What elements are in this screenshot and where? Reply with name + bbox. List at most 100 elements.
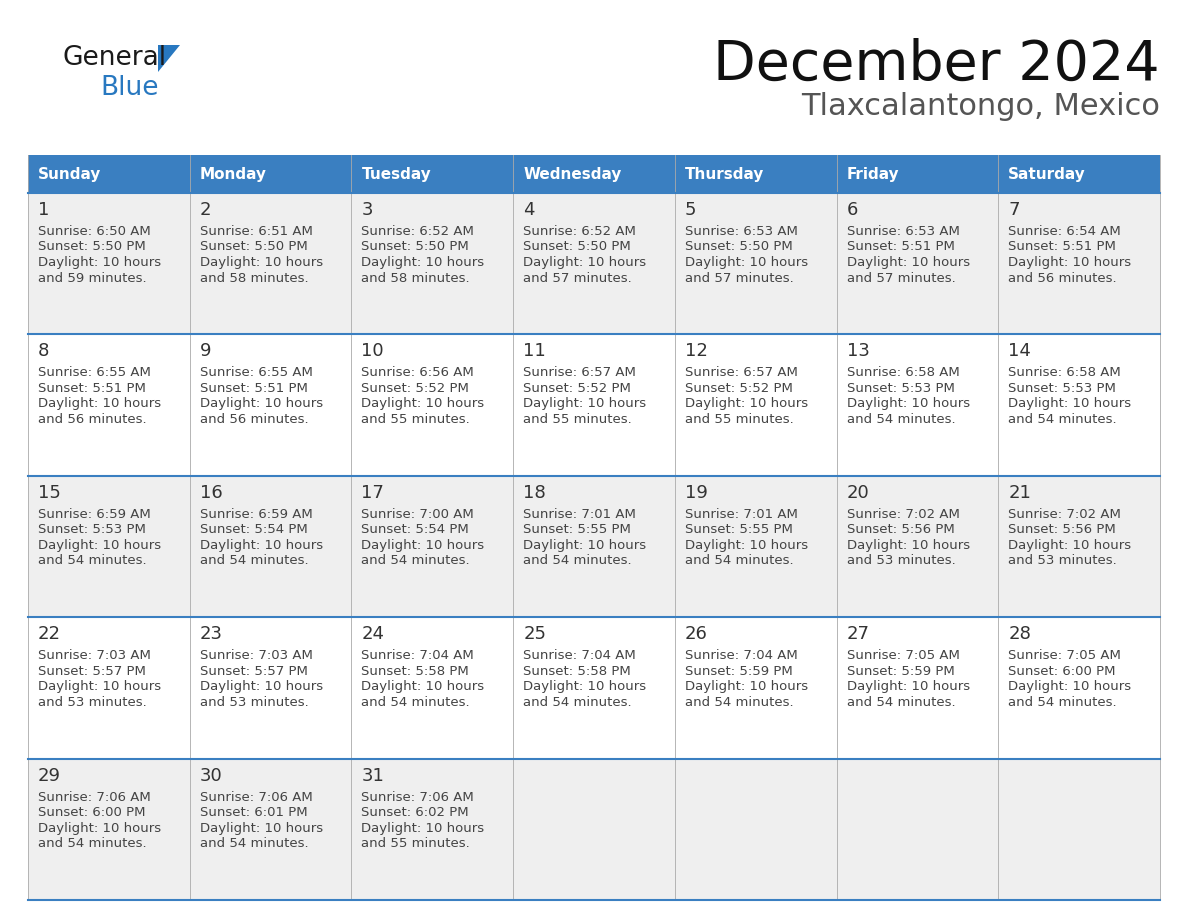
Text: 6: 6 xyxy=(847,201,858,219)
Text: and 56 minutes.: and 56 minutes. xyxy=(1009,272,1117,285)
Text: Sunrise: 6:51 AM: Sunrise: 6:51 AM xyxy=(200,225,312,238)
Text: 26: 26 xyxy=(684,625,708,644)
Text: Daylight: 10 hours: Daylight: 10 hours xyxy=(1009,539,1131,552)
Text: and 54 minutes.: and 54 minutes. xyxy=(361,554,470,567)
Text: Sunset: 5:51 PM: Sunset: 5:51 PM xyxy=(200,382,308,395)
Text: Sunset: 6:01 PM: Sunset: 6:01 PM xyxy=(200,806,308,819)
Text: Sunset: 5:50 PM: Sunset: 5:50 PM xyxy=(361,241,469,253)
Text: Sunrise: 7:00 AM: Sunrise: 7:00 AM xyxy=(361,508,474,521)
Text: 14: 14 xyxy=(1009,342,1031,361)
Text: Daylight: 10 hours: Daylight: 10 hours xyxy=(361,397,485,410)
Text: and 54 minutes.: and 54 minutes. xyxy=(200,554,309,567)
Text: and 53 minutes.: and 53 minutes. xyxy=(847,554,955,567)
Text: Sunset: 5:53 PM: Sunset: 5:53 PM xyxy=(38,523,146,536)
Text: Sunset: 6:00 PM: Sunset: 6:00 PM xyxy=(38,806,145,819)
Text: and 54 minutes.: and 54 minutes. xyxy=(523,554,632,567)
Text: 28: 28 xyxy=(1009,625,1031,644)
Text: Daylight: 10 hours: Daylight: 10 hours xyxy=(200,256,323,269)
Bar xyxy=(29,758,1159,900)
Text: 11: 11 xyxy=(523,342,546,361)
Text: Sunrise: 7:02 AM: Sunrise: 7:02 AM xyxy=(1009,508,1121,521)
Text: Daylight: 10 hours: Daylight: 10 hours xyxy=(361,256,485,269)
Text: December 2024: December 2024 xyxy=(713,38,1159,92)
Bar xyxy=(352,155,513,193)
Text: and 55 minutes.: and 55 minutes. xyxy=(361,413,470,426)
Text: Sunrise: 7:03 AM: Sunrise: 7:03 AM xyxy=(200,649,312,662)
Text: Sunset: 5:56 PM: Sunset: 5:56 PM xyxy=(1009,523,1116,536)
Text: Sunset: 5:51 PM: Sunset: 5:51 PM xyxy=(1009,241,1117,253)
Text: Sunrise: 6:52 AM: Sunrise: 6:52 AM xyxy=(361,225,474,238)
Text: 7: 7 xyxy=(1009,201,1019,219)
Text: and 54 minutes.: and 54 minutes. xyxy=(1009,413,1117,426)
Text: Sunset: 5:54 PM: Sunset: 5:54 PM xyxy=(200,523,308,536)
Text: Sunrise: 7:06 AM: Sunrise: 7:06 AM xyxy=(38,790,151,803)
Text: Daylight: 10 hours: Daylight: 10 hours xyxy=(1009,256,1131,269)
Text: and 58 minutes.: and 58 minutes. xyxy=(200,272,309,285)
Text: Sunset: 5:58 PM: Sunset: 5:58 PM xyxy=(523,665,631,677)
Text: Sunrise: 7:06 AM: Sunrise: 7:06 AM xyxy=(200,790,312,803)
Text: 17: 17 xyxy=(361,484,384,502)
Text: and 57 minutes.: and 57 minutes. xyxy=(684,272,794,285)
Text: Sunset: 5:53 PM: Sunset: 5:53 PM xyxy=(847,382,954,395)
Text: Sunset: 5:55 PM: Sunset: 5:55 PM xyxy=(684,523,792,536)
Text: Sunrise: 6:59 AM: Sunrise: 6:59 AM xyxy=(200,508,312,521)
Text: 19: 19 xyxy=(684,484,708,502)
Text: 31: 31 xyxy=(361,767,384,785)
Bar xyxy=(190,155,352,193)
Text: 22: 22 xyxy=(38,625,61,644)
Text: 5: 5 xyxy=(684,201,696,219)
Text: Tlaxcalantongo, Mexico: Tlaxcalantongo, Mexico xyxy=(801,92,1159,121)
Text: Daylight: 10 hours: Daylight: 10 hours xyxy=(684,680,808,693)
Text: Friday: Friday xyxy=(847,166,899,182)
Text: and 53 minutes.: and 53 minutes. xyxy=(1009,554,1117,567)
Text: 9: 9 xyxy=(200,342,211,361)
Text: 13: 13 xyxy=(847,342,870,361)
Text: Sunset: 5:51 PM: Sunset: 5:51 PM xyxy=(847,241,954,253)
Text: Daylight: 10 hours: Daylight: 10 hours xyxy=(200,822,323,834)
Text: and 54 minutes.: and 54 minutes. xyxy=(1009,696,1117,709)
Text: Sunset: 5:59 PM: Sunset: 5:59 PM xyxy=(847,665,954,677)
Text: Sunrise: 7:04 AM: Sunrise: 7:04 AM xyxy=(523,649,636,662)
Text: Daylight: 10 hours: Daylight: 10 hours xyxy=(847,397,969,410)
Text: Sunrise: 7:06 AM: Sunrise: 7:06 AM xyxy=(361,790,474,803)
Text: and 55 minutes.: and 55 minutes. xyxy=(361,837,470,850)
Text: Sunset: 5:59 PM: Sunset: 5:59 PM xyxy=(684,665,792,677)
Text: Daylight: 10 hours: Daylight: 10 hours xyxy=(847,680,969,693)
Text: Sunset: 5:57 PM: Sunset: 5:57 PM xyxy=(200,665,308,677)
Text: General: General xyxy=(62,45,166,71)
Text: 2: 2 xyxy=(200,201,211,219)
Text: Sunrise: 7:04 AM: Sunrise: 7:04 AM xyxy=(684,649,797,662)
Text: Sunset: 5:55 PM: Sunset: 5:55 PM xyxy=(523,523,631,536)
Text: Sunrise: 7:03 AM: Sunrise: 7:03 AM xyxy=(38,649,151,662)
Text: 16: 16 xyxy=(200,484,222,502)
Text: Sunrise: 6:55 AM: Sunrise: 6:55 AM xyxy=(38,366,151,379)
Text: and 57 minutes.: and 57 minutes. xyxy=(847,272,955,285)
Bar xyxy=(998,155,1159,193)
Bar xyxy=(836,155,998,193)
Text: Sunrise: 7:02 AM: Sunrise: 7:02 AM xyxy=(847,508,960,521)
Text: and 56 minutes.: and 56 minutes. xyxy=(38,413,146,426)
Bar xyxy=(29,334,1159,476)
Bar xyxy=(29,155,190,193)
Text: Sunrise: 6:54 AM: Sunrise: 6:54 AM xyxy=(1009,225,1121,238)
Bar xyxy=(513,155,675,193)
Text: and 53 minutes.: and 53 minutes. xyxy=(200,696,309,709)
Text: and 54 minutes.: and 54 minutes. xyxy=(684,554,794,567)
Text: Daylight: 10 hours: Daylight: 10 hours xyxy=(38,256,162,269)
Text: Daylight: 10 hours: Daylight: 10 hours xyxy=(1009,397,1131,410)
Text: Sunrise: 6:55 AM: Sunrise: 6:55 AM xyxy=(200,366,312,379)
Text: Daylight: 10 hours: Daylight: 10 hours xyxy=(200,397,323,410)
Text: 18: 18 xyxy=(523,484,546,502)
Text: 29: 29 xyxy=(38,767,61,785)
Text: Sunrise: 6:53 AM: Sunrise: 6:53 AM xyxy=(847,225,960,238)
Text: Daylight: 10 hours: Daylight: 10 hours xyxy=(1009,680,1131,693)
Text: and 54 minutes.: and 54 minutes. xyxy=(38,837,146,850)
Text: Daylight: 10 hours: Daylight: 10 hours xyxy=(523,397,646,410)
Text: Monday: Monday xyxy=(200,166,267,182)
Text: Sunrise: 6:53 AM: Sunrise: 6:53 AM xyxy=(684,225,797,238)
Text: 23: 23 xyxy=(200,625,222,644)
Text: Daylight: 10 hours: Daylight: 10 hours xyxy=(684,539,808,552)
Text: Sunrise: 6:57 AM: Sunrise: 6:57 AM xyxy=(684,366,797,379)
Text: Sunset: 6:02 PM: Sunset: 6:02 PM xyxy=(361,806,469,819)
Text: Sunset: 5:52 PM: Sunset: 5:52 PM xyxy=(523,382,631,395)
